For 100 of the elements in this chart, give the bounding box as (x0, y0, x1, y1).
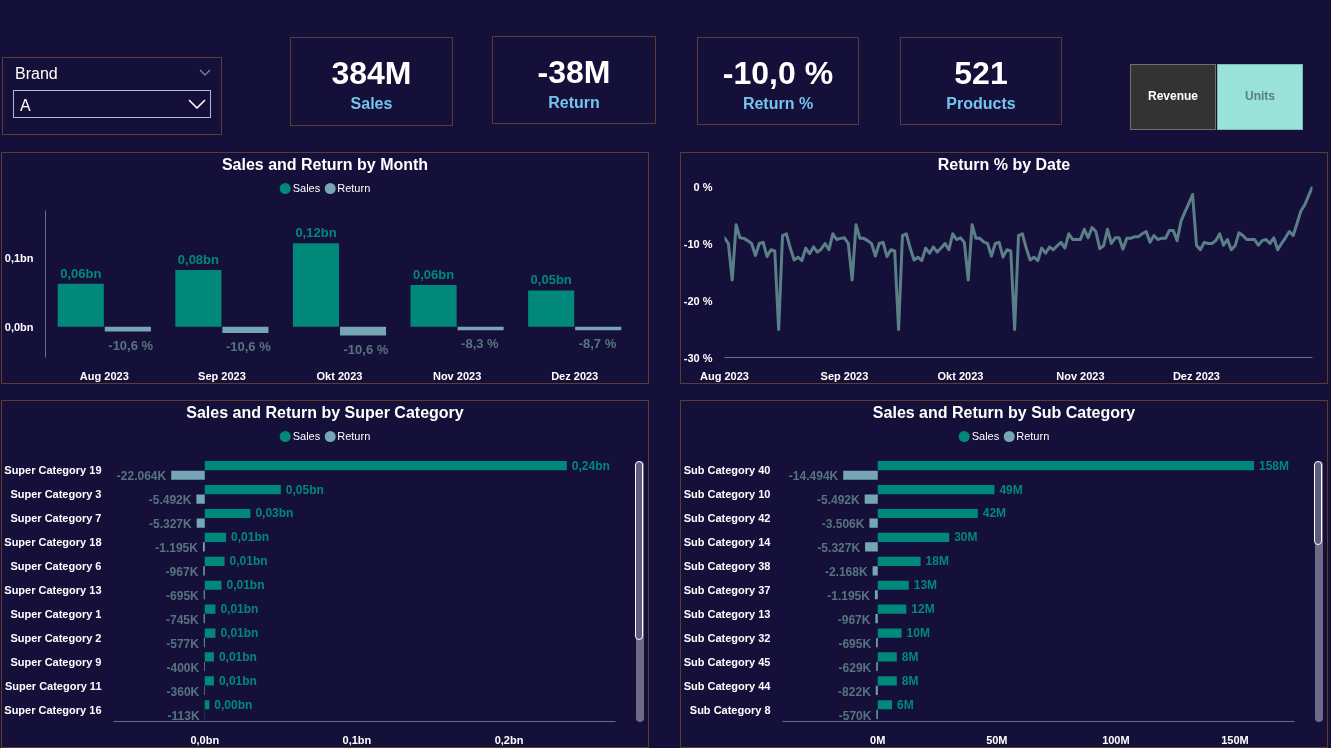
data-label: 6M (897, 697, 914, 712)
chart-title: Sales and Return by Month (220, 155, 430, 175)
bar (204, 580, 222, 590)
data-label: 0,06bn (60, 265, 102, 281)
data-label: 12M (911, 602, 935, 617)
data-label: 0,06bn (412, 267, 455, 283)
x-tick-label: 0,1bn (342, 733, 372, 746)
bar (292, 243, 340, 327)
bar (204, 676, 214, 686)
data-label: 8M (901, 673, 919, 688)
y-tick-label: Sub Category 42 (683, 512, 771, 525)
text: -10,0 % (721, 55, 835, 91)
y-tick-label: -30 % (683, 351, 713, 364)
chart-title: Sales and Return by Sub Category (871, 403, 1137, 423)
chart-title: Sales and Return by Super Category (185, 403, 465, 423)
annotation: -967K (837, 612, 871, 627)
x-tick-label: 0,0bn (190, 733, 220, 746)
annotation: -8,7 % (578, 336, 617, 352)
x-tick-label: 0M (870, 733, 886, 746)
bar (877, 556, 921, 566)
bar (410, 285, 457, 327)
data-label: 0,01bn (229, 554, 268, 569)
y-tick-label: Sub Category 13 (683, 607, 771, 620)
annotation: -577K (166, 636, 200, 651)
text: Products (945, 94, 1017, 114)
y-tick-label: Super Category 7 (10, 512, 102, 525)
bar (204, 508, 251, 519)
data-label: 0,24bn (571, 458, 610, 473)
annotation: -695K (166, 589, 200, 603)
x-tick-label: Nov 2023 (1056, 369, 1105, 382)
y-tick-label: Sub Category 44 (683, 679, 772, 692)
bar (877, 461, 1255, 471)
x-tick-label: Okt 2023 (937, 369, 984, 382)
data-label: 30M (954, 530, 978, 545)
bar (869, 518, 878, 528)
annotation: -14.494K (788, 469, 839, 484)
x-tick-label: Aug 2023 (79, 369, 129, 382)
legend-label: Return (336, 181, 371, 195)
bar (204, 652, 214, 662)
x-tick-label: 0,2bn (494, 733, 524, 746)
bar (877, 700, 893, 710)
annotation: -5.327K (817, 541, 861, 556)
y-tick-label: Sub Category 37 (683, 584, 771, 596)
annotation: -3.506K (821, 517, 865, 532)
annotation: -360K (166, 684, 200, 699)
legend-label: Sales (291, 429, 321, 443)
annotation: -1.195K (827, 589, 871, 603)
y-tick-label: Super Category 3 (10, 488, 102, 501)
y-tick-label: Super Category 6 (10, 560, 102, 573)
x-tick-label: Nov 2023 (432, 369, 482, 382)
annotation: -745K (165, 612, 199, 627)
y-tick-label: Super Category 11 (4, 679, 102, 692)
legend-label: Return (336, 429, 371, 443)
x-tick-label: Dez 2023 (1172, 369, 1220, 382)
data-label: 0,01bn (220, 626, 259, 641)
bar (843, 470, 878, 480)
y-tick-label: 0,0bn (4, 320, 34, 333)
data-label: 0,05bn (285, 482, 324, 497)
bar (222, 326, 269, 333)
x-tick-label: Dez 2023 (551, 369, 599, 382)
data-label: 13M (913, 578, 938, 593)
data-label: 18M (925, 554, 949, 569)
annotation: -967K (165, 565, 199, 580)
bar (339, 326, 387, 336)
y-tick-label: Super Category 19 (4, 464, 102, 477)
annotation: -10,6 % (225, 338, 272, 354)
bar (57, 283, 104, 327)
data-label: 0,12bn (295, 225, 337, 241)
annotation: -5.492K (816, 493, 861, 508)
annotation: -10,6 % (343, 341, 389, 357)
data-label: 0,01bn (226, 578, 265, 593)
bar (877, 676, 897, 686)
text: Return (547, 93, 601, 113)
bar (204, 532, 227, 542)
bar (204, 484, 281, 495)
data-label: 158M (1259, 458, 1290, 473)
text: Units (1217, 64, 1303, 130)
text: 384M (330, 55, 413, 91)
legend-label: Sales (291, 181, 321, 195)
text: Return % (741, 94, 815, 114)
bar (528, 290, 575, 327)
bar (877, 628, 902, 638)
y-tick-label: 0 % (693, 180, 713, 193)
bar (204, 556, 225, 566)
data-label: 0,03bn (255, 506, 294, 521)
bar (204, 461, 567, 471)
bar (196, 518, 205, 528)
legend-label: Sales (970, 429, 1000, 443)
text: -38M (536, 54, 612, 90)
x-tick-label: 150M (1221, 733, 1249, 746)
x-tick-label: Aug 2023 (700, 369, 749, 382)
bar (196, 494, 205, 504)
bar (875, 614, 878, 624)
annotation: -822K (838, 684, 872, 699)
text: Brand (15, 64, 58, 84)
annotation: -5.492K (148, 493, 192, 508)
data-label: 49M (999, 482, 1023, 497)
annotation: -570K (838, 708, 872, 723)
text: Sales (349, 94, 394, 114)
bar (204, 628, 216, 638)
